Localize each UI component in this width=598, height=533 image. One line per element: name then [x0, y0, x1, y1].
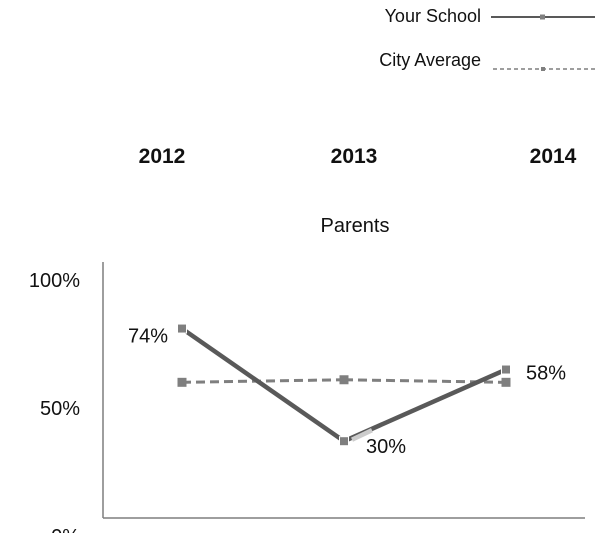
legend: Your School City Average [379, 6, 595, 71]
data-point-your-school [177, 323, 187, 334]
data-point-city-average [177, 377, 187, 387]
data-point-city-average [339, 375, 349, 385]
series-line-your-school-highlight [351, 428, 373, 442]
data-point-city-average [501, 377, 511, 387]
legend-swatch-city-average [493, 67, 595, 71]
legend-swatch-your-school [491, 14, 595, 20]
data-label-your-school: 74% [128, 326, 168, 348]
category-header-2014: 2014 [530, 145, 577, 168]
series-line-city-average [181, 378, 345, 384]
category-header-2012: 2012 [139, 145, 186, 168]
legend-label-city-average: City Average [379, 50, 481, 70]
data-label-your-school: 30% [366, 436, 406, 458]
category-header-2013: 2013 [331, 145, 378, 168]
y-tick-label: 0% [51, 526, 80, 533]
data-labels: 74% 30% 58% [128, 326, 566, 459]
legend-label-your-school: Your School [385, 6, 481, 26]
data-point-your-school [501, 364, 511, 375]
y-tick-label: 50% [40, 398, 80, 420]
category-headers: 2012 2013 2014 [139, 145, 577, 168]
series-line-your-school [180, 326, 346, 444]
series-layer [177, 323, 511, 447]
data-point-your-school [339, 436, 349, 447]
chart-title: Parents [321, 215, 390, 237]
y-axis-ticks: 100% 50% 0% [29, 270, 80, 533]
y-tick-label: 100% [29, 270, 80, 292]
data-label-your-school: 58% [526, 363, 566, 385]
